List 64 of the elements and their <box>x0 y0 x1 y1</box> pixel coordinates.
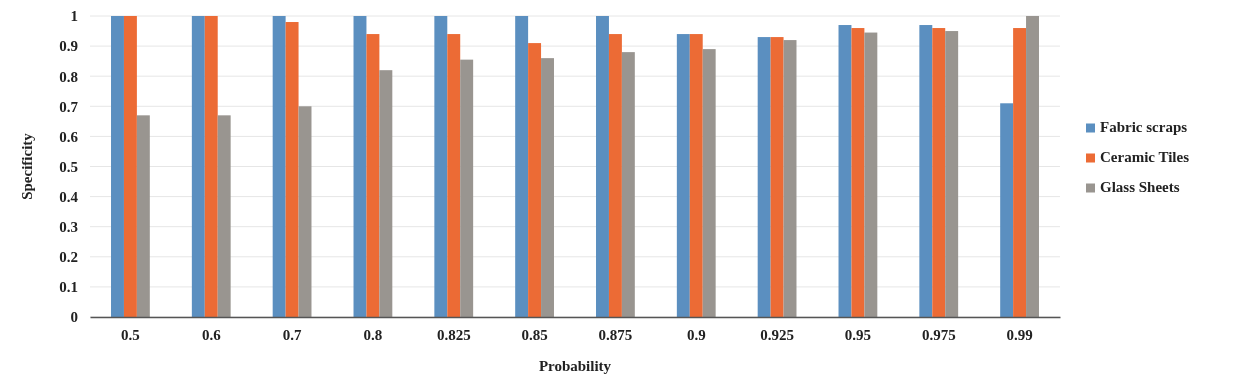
bar <box>217 115 231 317</box>
bar <box>757 37 771 317</box>
legend-label: Glass Sheets <box>1100 178 1180 195</box>
bar <box>123 16 137 317</box>
x-tick-label: 0.925 <box>760 326 794 343</box>
bar <box>541 58 554 317</box>
x-tick-label: 0.5 <box>121 326 140 343</box>
x-tick-label: 0.6 <box>201 326 222 343</box>
bar <box>136 115 150 317</box>
bar <box>608 34 622 317</box>
x-tick-label: 0.7 <box>282 326 302 343</box>
x-tick-label: 0.95 <box>844 326 872 343</box>
bar <box>838 25 852 317</box>
bar <box>204 16 218 317</box>
x-axis-title: Probability <box>538 358 612 374</box>
bar <box>1013 28 1027 317</box>
bar <box>851 28 865 317</box>
bar <box>864 32 878 317</box>
bar <box>783 40 797 317</box>
bar <box>111 16 124 317</box>
bar <box>366 34 380 317</box>
bar <box>1026 16 1039 317</box>
bar <box>447 34 461 317</box>
bar <box>353 16 367 317</box>
y-tick-label: 0 <box>70 309 78 326</box>
bar <box>702 49 716 317</box>
bar <box>596 16 609 317</box>
bar <box>621 52 635 317</box>
bar <box>932 28 946 317</box>
y-tick-label: 0.2 <box>59 249 78 266</box>
y-tick-label: 0.4 <box>59 188 79 205</box>
bar <box>191 16 205 317</box>
x-tick-label: 0.99 <box>1006 326 1033 343</box>
x-tick-label: 0.9 <box>686 326 706 343</box>
bar <box>285 22 299 317</box>
bar <box>434 16 448 317</box>
bar <box>272 16 286 317</box>
bar <box>689 34 703 317</box>
y-tick-label: 0.5 <box>59 158 78 175</box>
y-tick-label: 0.9 <box>59 38 78 55</box>
bar <box>945 31 959 317</box>
x-tick-label: 0.875 <box>598 326 633 343</box>
x-tick-label: 0.825 <box>436 326 471 343</box>
y-tick-label: 0.3 <box>59 219 78 235</box>
y-tick-label: 0.7 <box>59 98 79 115</box>
x-tick-label: 0.85 <box>521 326 548 343</box>
legend-label: Fabric scraps <box>1100 118 1188 135</box>
y-tick-label: 0.8 <box>59 68 78 85</box>
legend-label: Ceramic Tiles <box>1100 148 1190 165</box>
bar <box>298 106 312 317</box>
x-tick-label: 0.975 <box>921 326 956 343</box>
bar <box>528 43 542 317</box>
x-tick-label: 0.8 <box>363 326 383 343</box>
bar <box>676 34 690 317</box>
bar <box>1000 103 1014 317</box>
y-tick-label: 0.1 <box>59 279 78 296</box>
bar <box>460 59 474 317</box>
y-axis-title: Specificity <box>19 132 35 200</box>
y-tick-label: 0.6 <box>59 128 79 145</box>
bar <box>515 16 529 317</box>
bar <box>919 25 933 317</box>
y-tick-label: 1 <box>70 8 78 25</box>
bar <box>770 37 784 317</box>
bar <box>379 70 393 317</box>
